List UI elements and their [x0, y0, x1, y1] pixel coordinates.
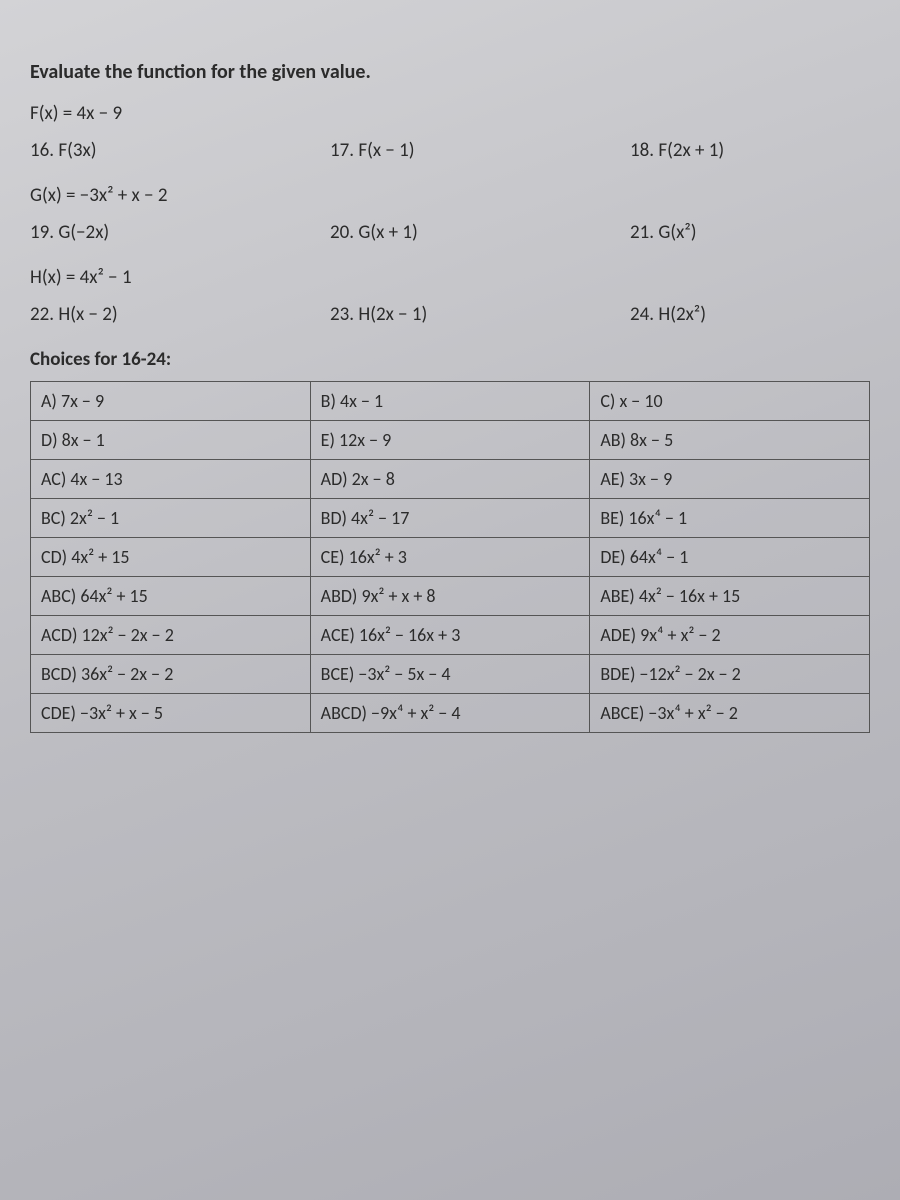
problems-row-f: 16. F(3x) 17. F(x − 1) 18. F(2x + 1) — [30, 139, 870, 162]
choice-cell: BC) 2x² − 1 — [31, 499, 311, 538]
choice-cell: CDE) −3x² + x − 5 — [31, 694, 311, 733]
page-heading: Evaluate the function for the given valu… — [30, 60, 870, 84]
problem-24: 24. H(2x²) — [630, 303, 870, 326]
choice-cell: BDE) −12x² − 2x − 2 — [590, 655, 870, 694]
problem-22: 22. H(x − 2) — [30, 303, 270, 326]
choice-cell: C) x − 10 — [590, 382, 870, 421]
function-def-h: H(x) = 4x² − 1 — [30, 266, 870, 289]
choice-cell: ABCE) −3x⁴ + x² − 2 — [590, 694, 870, 733]
choice-cell: CD) 4x² + 15 — [31, 538, 311, 577]
choice-cell: BD) 4x² − 17 — [310, 499, 590, 538]
function-def-g: G(x) = −3x² + x − 2 — [30, 184, 870, 207]
choice-cell: E) 12x − 9 — [310, 421, 590, 460]
table-row: A) 7x − 9B) 4x − 1C) x − 10 — [31, 382, 870, 421]
choices-table: A) 7x − 9B) 4x − 1C) x − 10D) 8x − 1E) 1… — [30, 381, 870, 733]
choice-cell: AE) 3x − 9 — [590, 460, 870, 499]
choice-cell: ADE) 9x⁴ + x² − 2 — [590, 616, 870, 655]
problem-23: 23. H(2x − 1) — [330, 303, 570, 326]
choice-cell: AD) 2x − 8 — [310, 460, 590, 499]
table-row: AC) 4x − 13AD) 2x − 8AE) 3x − 9 — [31, 460, 870, 499]
problem-20: 20. G(x + 1) — [330, 221, 570, 244]
problem-17: 17. F(x − 1) — [330, 139, 570, 162]
choices-tbody: A) 7x − 9B) 4x − 1C) x − 10D) 8x − 1E) 1… — [31, 382, 870, 733]
choice-cell: B) 4x − 1 — [310, 382, 590, 421]
problem-18: 18. F(2x + 1) — [630, 139, 870, 162]
problem-16: 16. F(3x) — [30, 139, 270, 162]
choice-cell: AC) 4x − 13 — [31, 460, 311, 499]
table-row: D) 8x − 1E) 12x − 9AB) 8x − 5 — [31, 421, 870, 460]
table-row: CDE) −3x² + x − 5ABCD) −9x⁴ + x² − 4ABCE… — [31, 694, 870, 733]
choice-cell: D) 8x − 1 — [31, 421, 311, 460]
problem-21: 21. G(x²) — [630, 221, 870, 244]
choice-cell: ABCD) −9x⁴ + x² − 4 — [310, 694, 590, 733]
choice-cell: ACD) 12x² − 2x − 2 — [31, 616, 311, 655]
choice-cell: ACE) 16x² − 16x + 3 — [310, 616, 590, 655]
table-row: BC) 2x² − 1BD) 4x² − 17BE) 16x⁴ − 1 — [31, 499, 870, 538]
problems-row-h: 22. H(x − 2) 23. H(2x − 1) 24. H(2x²) — [30, 303, 870, 326]
problems-row-g: 19. G(−2x) 20. G(x + 1) 21. G(x²) — [30, 221, 870, 244]
worksheet-page: Evaluate the function for the given valu… — [0, 0, 900, 1200]
problem-19: 19. G(−2x) — [30, 221, 270, 244]
table-row: BCD) 36x² − 2x − 2BCE) −3x² − 5x − 4BDE)… — [31, 655, 870, 694]
choice-cell: ABC) 64x² + 15 — [31, 577, 311, 616]
choice-cell: ABE) 4x² − 16x + 15 — [590, 577, 870, 616]
choices-label: Choices for 16-24: — [30, 348, 870, 371]
choice-cell: AB) 8x − 5 — [590, 421, 870, 460]
choice-cell: BCD) 36x² − 2x − 2 — [31, 655, 311, 694]
table-row: ACD) 12x² − 2x − 2ACE) 16x² − 16x + 3ADE… — [31, 616, 870, 655]
table-row: ABC) 64x² + 15ABD) 9x² + x + 8ABE) 4x² −… — [31, 577, 870, 616]
choice-cell: BCE) −3x² − 5x − 4 — [310, 655, 590, 694]
choice-cell: CE) 16x² + 3 — [310, 538, 590, 577]
choice-cell: BE) 16x⁴ − 1 — [590, 499, 870, 538]
table-row: CD) 4x² + 15CE) 16x² + 3DE) 64x⁴ − 1 — [31, 538, 870, 577]
choice-cell: DE) 64x⁴ − 1 — [590, 538, 870, 577]
choice-cell: ABD) 9x² + x + 8 — [310, 577, 590, 616]
choice-cell: A) 7x − 9 — [31, 382, 311, 421]
function-def-f: F(x) = 4x − 9 — [30, 102, 870, 125]
